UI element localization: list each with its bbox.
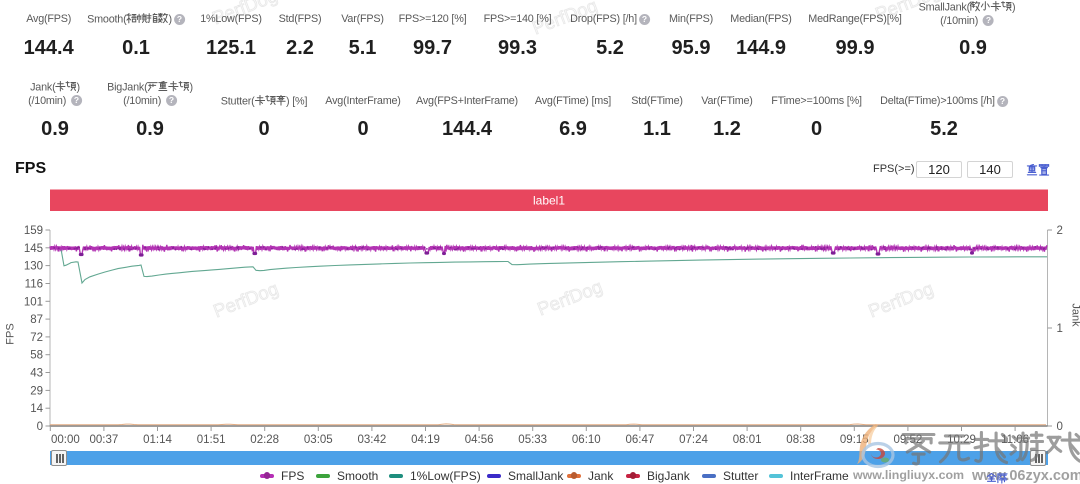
svg-text:87: 87 [30,314,43,326]
svg-text:05:33: 05:33 [518,434,547,446]
svg-text:130: 130 [24,261,43,273]
svg-text:Jank: Jank [1070,303,1080,327]
svg-text:07:24: 07:24 [679,434,708,446]
svg-text:0: 0 [37,421,43,433]
svg-text:159: 159 [24,225,43,237]
svg-text:04:56: 04:56 [465,434,494,446]
svg-text:00:00: 00:00 [51,434,80,446]
svg-text:06:47: 06:47 [626,434,655,446]
svg-text:01:14: 01:14 [143,434,172,446]
svg-text:29: 29 [30,385,43,397]
svg-text:72: 72 [30,332,43,344]
svg-text:01:51: 01:51 [197,434,226,446]
svg-text:0: 0 [1057,421,1063,433]
svg-text:43: 43 [30,368,43,380]
svg-text:06:10: 06:10 [572,434,601,446]
svg-text:04:19: 04:19 [411,434,440,446]
svg-text:14: 14 [30,403,43,415]
svg-text:1: 1 [1057,323,1063,335]
svg-text:03:42: 03:42 [358,434,387,446]
svg-text:116: 116 [25,279,43,291]
svg-text:2: 2 [1057,225,1063,237]
svg-text:145: 145 [24,243,43,255]
svg-text:101: 101 [24,296,43,308]
svg-text:08:38: 08:38 [786,434,815,446]
svg-text:08:01: 08:01 [733,434,762,446]
svg-text:02:28: 02:28 [250,434,279,446]
svg-text:label1: label1 [533,194,565,208]
svg-text:03:05: 03:05 [304,434,333,446]
svg-text:58: 58 [30,350,43,362]
svg-text:00:37: 00:37 [90,434,119,446]
svg-text:FPS: FPS [5,323,17,344]
